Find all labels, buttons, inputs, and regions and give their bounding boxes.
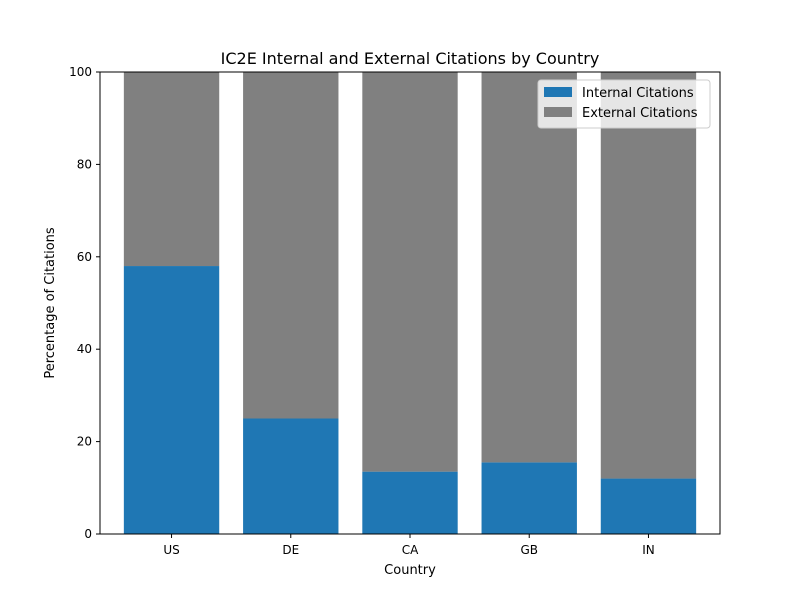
legend-label-external: External Citations xyxy=(582,106,698,121)
legend-box xyxy=(537,79,711,129)
bar-gb-external xyxy=(481,72,577,463)
bar-de-external xyxy=(243,72,339,419)
legend-swatch-external xyxy=(544,107,572,117)
x-tick-label-gb: GB xyxy=(520,543,538,557)
bar-in-external xyxy=(600,72,697,479)
x-tick-label-ca: CA xyxy=(402,543,419,557)
y-tick-label: 100 xyxy=(69,65,92,79)
bar-us-external xyxy=(123,72,220,267)
x-tick-label-in: IN xyxy=(642,543,655,557)
x-tick-label-de: DE xyxy=(282,543,299,557)
y-tick-label: 80 xyxy=(77,157,92,171)
y-tick-label: 40 xyxy=(77,342,92,356)
bar-de-internal xyxy=(243,418,339,534)
bar-in-internal xyxy=(600,478,697,534)
bar-ca-internal xyxy=(362,471,458,534)
y-axis-label: Percentage of Citations xyxy=(43,227,58,379)
legend-label-internal: Internal Citations xyxy=(582,86,694,101)
y-tick-label: 20 xyxy=(77,435,92,449)
chart-title: IC2E Internal and External Citations by … xyxy=(221,49,600,68)
legend: Internal Citations External Citations xyxy=(537,79,711,129)
bars-group xyxy=(123,72,697,534)
bar-us-internal xyxy=(123,266,220,534)
x-axis-label: Country xyxy=(384,563,436,578)
y-tick-label: 0 xyxy=(84,527,92,541)
y-tick-label: 60 xyxy=(77,250,92,264)
bar-ca-external xyxy=(362,72,458,472)
legend-swatch-internal xyxy=(544,87,572,97)
bar-gb-internal xyxy=(481,462,577,534)
axes-group: 0 20 40 60 80 100 US DE CA GB IN xyxy=(69,65,721,557)
x-tick-label-us: US xyxy=(163,543,179,557)
